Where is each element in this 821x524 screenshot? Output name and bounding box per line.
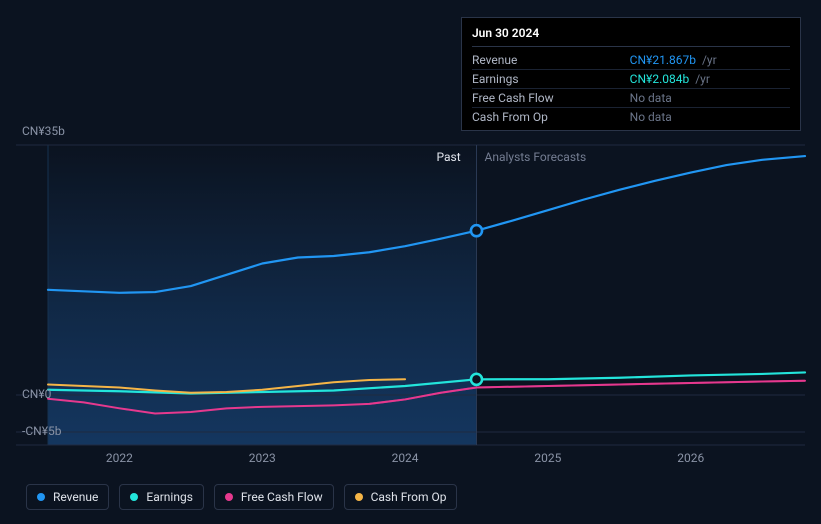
chart-legend: Revenue Earnings Free Cash Flow Cash From O… [26,484,457,510]
legend-swatch [355,493,363,501]
tooltip-row-label: Earnings [472,70,610,89]
tooltip-row-value: No data [610,89,790,108]
legend-item-revenue[interactable]: Revenue [26,484,109,510]
legend-label: Free Cash Flow [241,490,323,504]
tooltip-row-value: CN¥2.084b /yr [610,70,790,89]
legend-swatch [37,493,45,501]
x-axis-label: 2024 [392,451,419,465]
legend-label: Earnings [146,490,193,504]
legend-item-earnings[interactable]: Earnings [119,484,204,510]
tooltip-date: Jun 30 2024 [472,26,790,47]
x-axis-label: 2026 [677,451,704,465]
financial-forecast-chart: CN¥35b CN¥0 -CN¥5b 2022 2023 2024 2025 2026 Pa… [0,0,821,524]
legend-item-free-cash-flow[interactable]: Free Cash Flow [214,484,334,510]
tooltip-row-label: Cash From Op [472,108,610,127]
past-region-label: Past [436,150,460,164]
chart-tooltip: Jun 30 2024 RevenueCN¥21.867b /yrEarning… [461,17,801,131]
legend-label: Cash From Op [371,490,447,504]
x-axis-label: 2025 [534,451,561,465]
y-axis-label: -CN¥5b [22,424,61,438]
legend-label: Revenue [53,490,98,504]
tooltip-row-label: Free Cash Flow [472,89,610,108]
highlight-marker-earnings [471,374,482,385]
x-axis-label: 2023 [249,451,276,465]
legend-swatch [225,493,233,501]
y-axis-label: CN¥0 [22,387,51,401]
forecast-region-label: Analysts Forecasts [484,150,586,164]
tooltip-row: RevenueCN¥21.867b /yr [472,51,790,70]
highlight-marker-revenue [471,225,482,236]
legend-item-cash-from-op[interactable]: Cash From Op [344,484,458,510]
tooltip-row-value: No data [610,108,790,127]
y-axis-label: CN¥35b [22,124,65,138]
tooltip-row-label: Revenue [472,51,610,70]
tooltip-row: Cash From OpNo data [472,108,790,127]
legend-swatch [130,493,138,501]
x-axis-label: 2022 [106,451,133,465]
tooltip-row: Free Cash FlowNo data [472,89,790,108]
tooltip-row: EarningsCN¥2.084b /yr [472,70,790,89]
tooltip-row-value: CN¥21.867b /yr [610,51,790,70]
